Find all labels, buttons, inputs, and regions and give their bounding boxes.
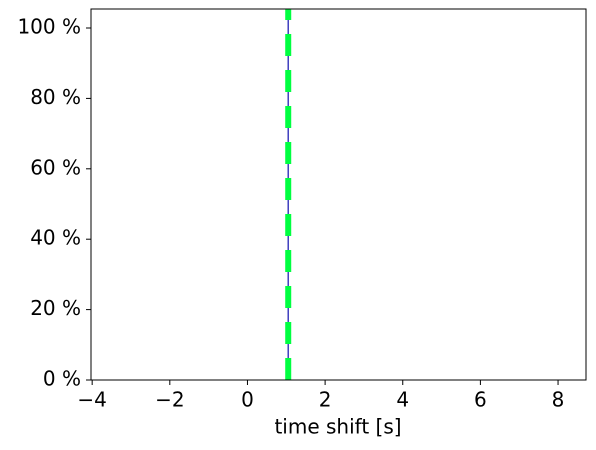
y-tick-label: 40 %: [30, 226, 81, 250]
x-axis-label: time shift [s]: [274, 415, 401, 439]
y-tick-label: 20 %: [30, 296, 81, 320]
x-tick-label: 2: [319, 388, 332, 412]
x-tick-label: −4: [77, 388, 106, 412]
x-tick-label: −2: [155, 388, 184, 412]
y-tick-label: 100 %: [17, 15, 81, 39]
y-tick-label: 60 %: [30, 155, 81, 179]
x-tick-label: 4: [396, 388, 409, 412]
x-tick-label: 6: [474, 388, 487, 412]
x-tick-label: 0: [241, 388, 254, 412]
y-tick-label: 80 %: [30, 85, 81, 109]
plot-frame: [90, 8, 587, 381]
y-tick-label: 0 %: [43, 367, 81, 391]
x-tick-label: 8: [552, 388, 565, 412]
